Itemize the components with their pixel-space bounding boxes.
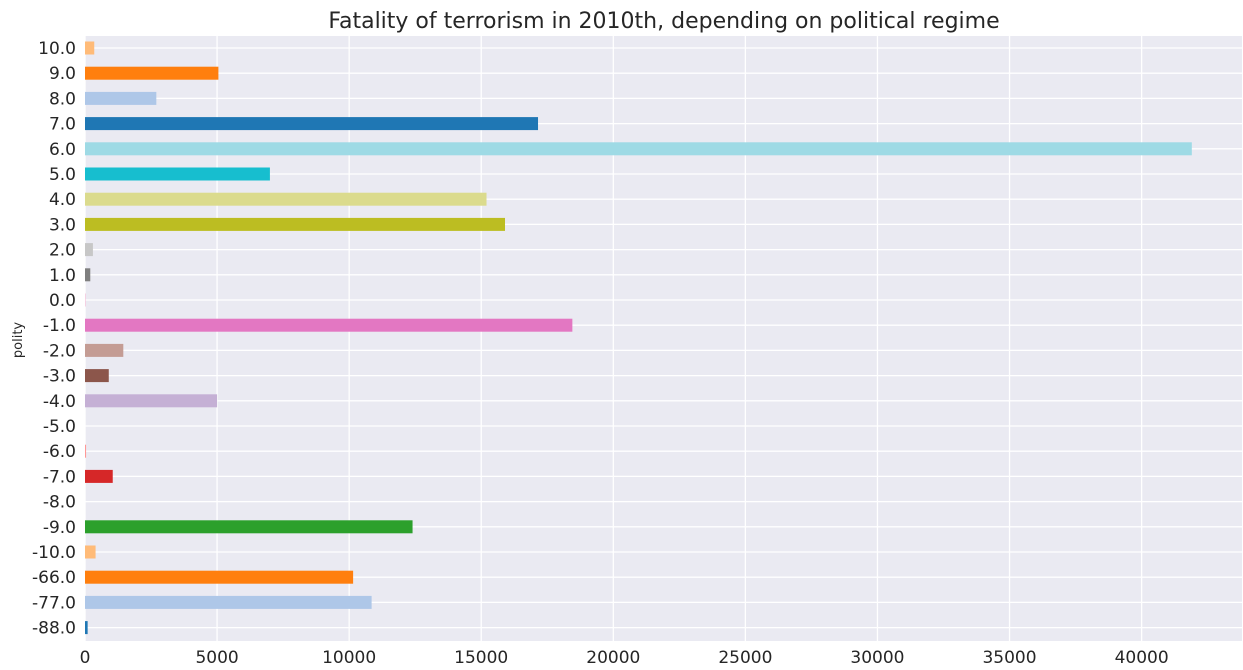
x-tick-label: 30000 — [850, 648, 904, 668]
plot-background — [85, 36, 1242, 641]
y-tick-label: -5.0 — [43, 417, 76, 437]
y-tick-label: -2.0 — [43, 341, 76, 361]
plot-area: 10.0 9.0 8.0 7.0 6.0 5.0 4.0 3.0 2.0 1.0 0.0 -1.0 -2… — [32, 36, 1242, 668]
y-tick-label: 5.0 — [49, 165, 76, 185]
y-tick-label: 2.0 — [49, 241, 76, 261]
y-tick-label: 10.0 — [38, 39, 76, 59]
y-tick-label: -88.0 — [32, 619, 76, 639]
y-tick-label: -8.0 — [43, 493, 76, 513]
y-axis-label: polity — [11, 322, 26, 359]
x-tick-label: 0 — [80, 648, 91, 668]
y-tick-label: 3.0 — [49, 215, 76, 235]
bar-9.0 — [85, 66, 219, 80]
y-tick-label: 8.0 — [49, 89, 76, 109]
bar-6.0 — [85, 142, 1192, 156]
x-tick-label: 20000 — [586, 648, 640, 668]
y-tick-label: 9.0 — [49, 64, 76, 84]
y-tick-label: -4.0 — [43, 392, 76, 412]
bar-3.0 — [85, 217, 506, 231]
bar-0.0 — [85, 293, 86, 307]
x-tick-label: 15000 — [454, 648, 508, 668]
y-tick-label: 6.0 — [49, 140, 76, 160]
y-tick-label: -3.0 — [43, 367, 76, 387]
y-tick-label: -77.0 — [32, 593, 76, 613]
bar-7.0 — [85, 117, 539, 131]
bar--77.0 — [85, 595, 372, 609]
x-tick-label: 35000 — [982, 648, 1036, 668]
bar--88.0 — [85, 621, 88, 635]
bar-5.0 — [85, 167, 270, 181]
y-tick-label: -9.0 — [43, 518, 76, 538]
y-tick-label: 7.0 — [49, 115, 76, 135]
bar-8.0 — [85, 91, 157, 105]
bar--7.0 — [85, 469, 113, 483]
y-tick-label: -1.0 — [43, 316, 76, 336]
y-tick-label: 0.0 — [49, 291, 76, 311]
bar-10.0 — [85, 41, 95, 55]
x-tick-label: 25000 — [718, 648, 772, 668]
bar--2.0 — [85, 343, 124, 357]
bar--9.0 — [85, 520, 413, 534]
chart-title: Fatality of terrorism in 2010th, dependi… — [328, 9, 999, 34]
bar--66.0 — [85, 570, 354, 584]
bar--4.0 — [85, 394, 218, 408]
bar--3.0 — [85, 369, 109, 383]
y-tick-label: -7.0 — [43, 467, 76, 487]
y-tick-label: -66.0 — [32, 568, 76, 588]
y-tick-label: -6.0 — [43, 442, 76, 462]
bar--6.0 — [85, 444, 87, 458]
x-tick-label: 10000 — [322, 648, 376, 668]
bar-2.0 — [85, 243, 93, 257]
y-tick-label: 4.0 — [49, 190, 76, 210]
y-tick-label: 1.0 — [49, 266, 76, 286]
x-tick-label: 40000 — [1115, 648, 1169, 668]
bar-4.0 — [85, 192, 487, 206]
bar-1.0 — [85, 268, 91, 282]
bar--1.0 — [85, 318, 573, 332]
y-tick-label: -10.0 — [32, 543, 76, 563]
bar--10.0 — [85, 545, 96, 559]
x-tick-label: 5000 — [195, 648, 238, 668]
